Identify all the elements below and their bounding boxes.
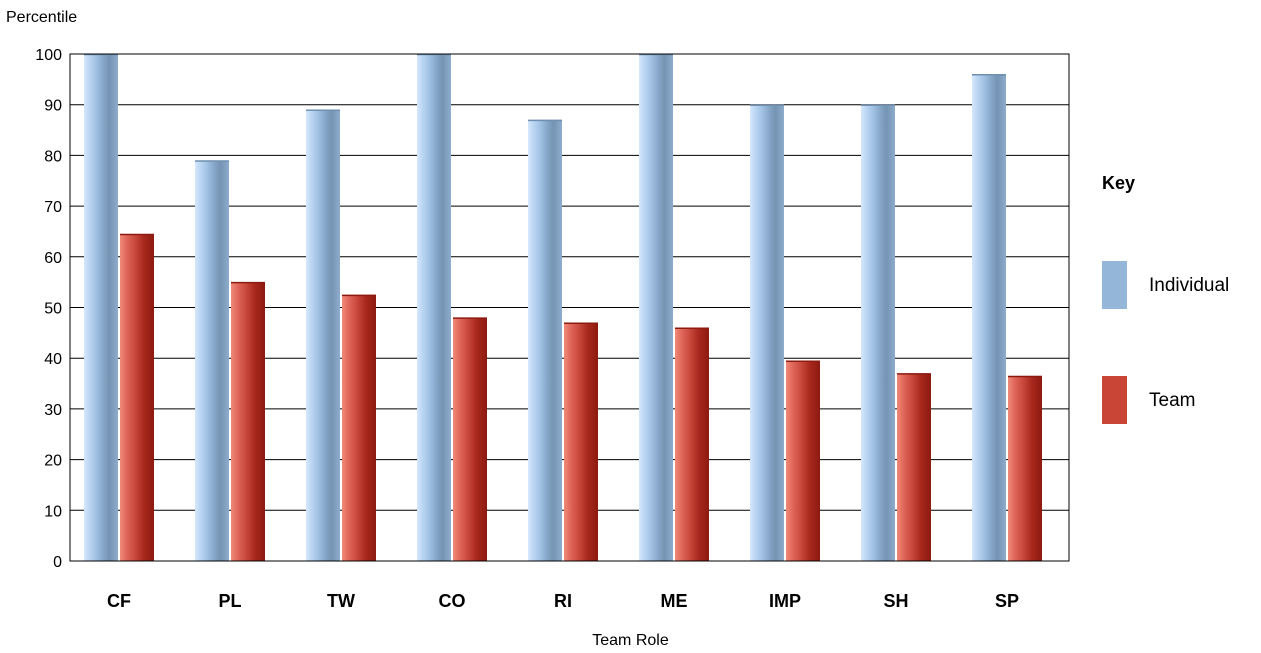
bar-individual-me	[639, 54, 673, 561]
bar-team-cf	[120, 233, 154, 562]
bar-team-co	[453, 317, 487, 561]
bar-team-tw	[342, 294, 376, 561]
y-tick-label: 10	[44, 503, 62, 520]
bar-individual-imp	[750, 104, 784, 561]
bar-individual-sp	[972, 74, 1006, 561]
bar-individual-pl	[195, 160, 229, 561]
bar-individual-tw	[306, 109, 340, 562]
bar-individual-sh	[861, 104, 895, 561]
y-tick-label: 70	[44, 199, 62, 216]
x-tick-label-pl: PL	[218, 591, 241, 611]
y-tick-label: 50	[44, 301, 62, 318]
bar-individual-cf	[84, 54, 118, 561]
legend-swatch-team	[1102, 376, 1127, 424]
legend-swatch-individual	[1102, 261, 1127, 309]
y-tick-labels: 0 10 20 30 40 50 60 70 80 90 100	[35, 47, 62, 571]
x-tick-label-me: ME	[661, 591, 688, 611]
x-tick-label-ri: RI	[554, 591, 572, 611]
x-tick-label-sh: SH	[883, 591, 908, 611]
bars	[84, 53, 1042, 562]
legend-title: Key	[1102, 173, 1136, 193]
x-axis-label: Team Role	[592, 632, 669, 649]
y-tick-label: 40	[44, 351, 62, 368]
bar-individual-ri	[528, 119, 562, 561]
y-tick-label: 100	[35, 47, 62, 64]
bar-team-me	[675, 327, 709, 561]
y-tick-label: 80	[44, 148, 62, 165]
x-tick-label-tw: TW	[327, 591, 355, 611]
y-tick-label: 0	[53, 554, 62, 571]
legend-label-team: Team	[1149, 390, 1196, 411]
y-tick-label: 60	[44, 250, 62, 267]
bar-team-sp	[1008, 375, 1042, 561]
x-tick-label-co: CO	[439, 591, 466, 611]
bar-team-pl	[231, 282, 265, 561]
bar-individual-co	[417, 54, 451, 561]
plot-frame	[69, 53, 1070, 562]
x-tick-label-imp: IMP	[769, 591, 801, 611]
y-tick-label: 90	[44, 98, 62, 115]
x-tick-label-sp: SP	[995, 591, 1019, 611]
x-tick-label-cf: CF	[107, 591, 131, 611]
bar-team-ri	[564, 322, 598, 561]
y-tick-label: 20	[44, 453, 62, 470]
y-tick-label: 30	[44, 402, 62, 419]
x-tick-labels: CF PL TW CO RI ME IMP SH SP	[107, 591, 1019, 611]
legend-label-individual: Individual	[1149, 275, 1230, 296]
y-axis-label: Percentile	[6, 9, 78, 26]
bar-team-sh	[897, 373, 931, 561]
legend: Key Individual Team	[1094, 170, 1261, 450]
bar-team-imp	[786, 360, 820, 561]
